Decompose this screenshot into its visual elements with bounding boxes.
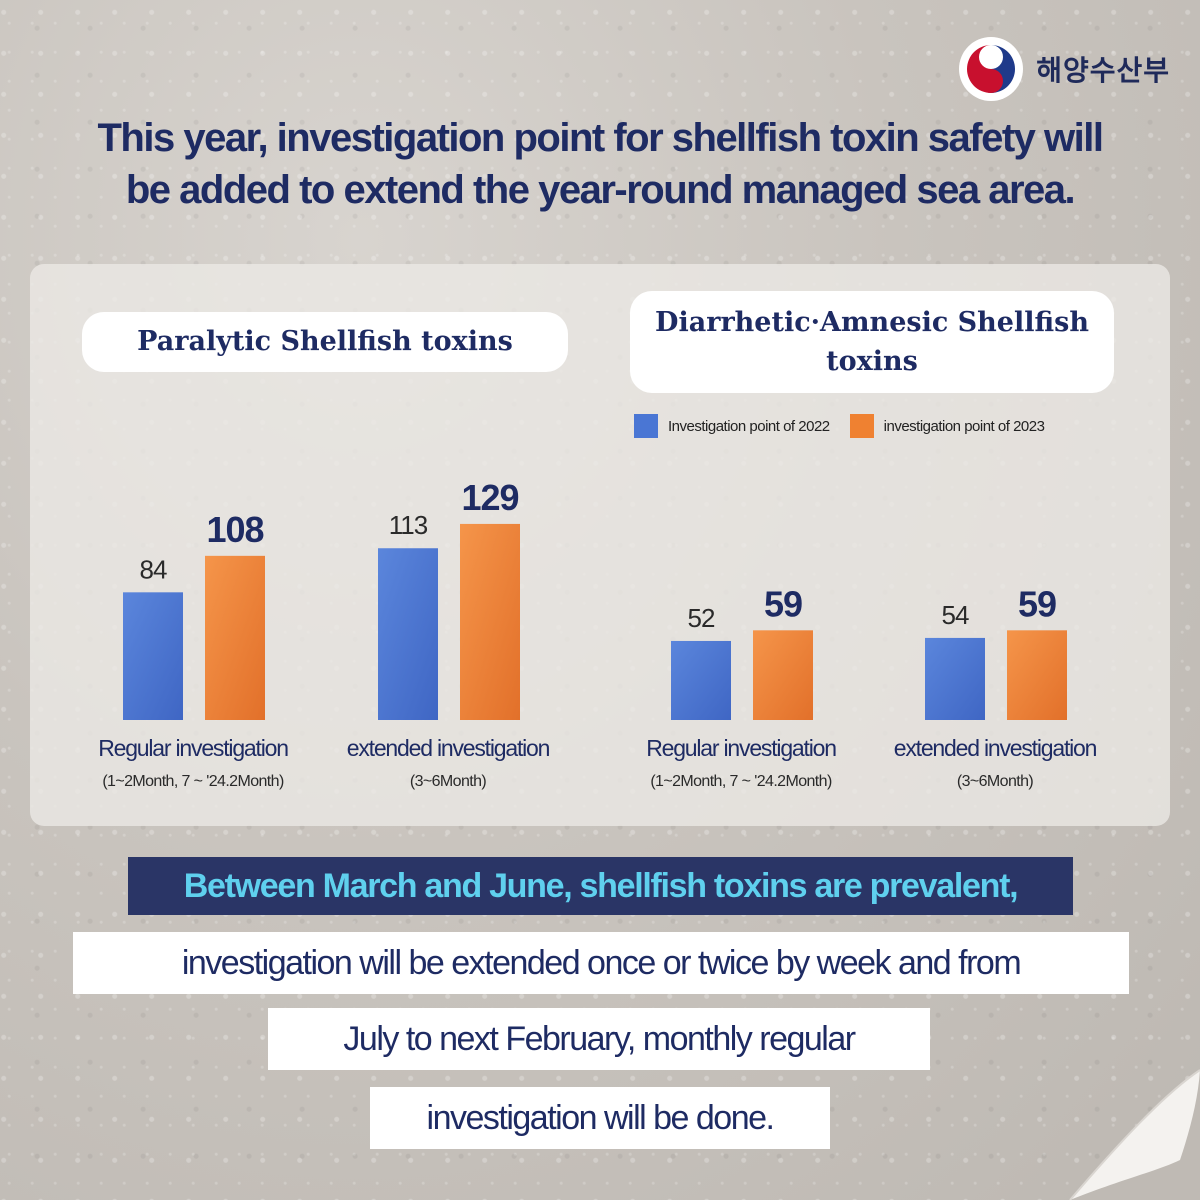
chart-title-paralytic: Paralytic Shellfish toxins <box>82 312 568 372</box>
page-curl-decoration <box>1069 1069 1200 1200</box>
bar-value-label: 59 <box>1018 583 1056 624</box>
legend-swatch-2023 <box>849 414 874 438</box>
chart-title-diarrhetic: Diarrhetic·Amnesic Shellfish toxins <box>630 291 1114 393</box>
bar-2023 <box>1007 630 1067 720</box>
highlight-callout: Between March and June, shellfish toxins… <box>128 857 1073 915</box>
legend-label-2022: Investigation point of 2022 <box>668 417 830 435</box>
chart-title-line-1: Diarrhetic·Amnesic Shellfish <box>655 306 1089 338</box>
chart-legend: Investigation point of 2022 investigatio… <box>634 414 1064 438</box>
page-headline: This year, investigation point for shell… <box>0 112 1200 216</box>
ministry-name: 해양수산부 <box>1036 55 1170 86</box>
bar-2023 <box>205 555 265 720</box>
bar-2022 <box>123 592 183 720</box>
bar-value-label: 108 <box>206 509 263 550</box>
chart-title-line-2: toxins <box>826 346 918 377</box>
legend-label-2023: investigation point of 2023 <box>883 417 1045 435</box>
ministry-logo: 해양수산부 <box>958 36 1170 102</box>
legend-item-2023: investigation point of 2023 <box>849 414 1045 438</box>
callout-line-1: investigation will be extended once or t… <box>73 932 1129 994</box>
bar-value-label: 129 <box>461 477 518 518</box>
bar-2023 <box>460 523 520 720</box>
taegeuk-emblem-icon <box>959 37 1024 101</box>
category-sublabel: (1~2Month, 7 ~ '24.2Month) <box>102 773 284 790</box>
bar-value-label: 59 <box>764 583 802 624</box>
callout-line-2: July to next February, monthly regular <box>268 1008 930 1070</box>
category-label: extended investigation <box>347 735 550 761</box>
bar-value-label: 54 <box>942 600 969 630</box>
category-sublabel: (3~6Month) <box>410 773 487 790</box>
category-label: Regular investigation <box>646 735 836 761</box>
bar-2022 <box>671 640 731 720</box>
bar-2022 <box>378 548 438 720</box>
bar-value-label: 52 <box>688 603 715 633</box>
callout-line-3: investigation will be done. <box>370 1087 830 1149</box>
category-label: extended investigation <box>894 735 1097 761</box>
bar-value-label: 84 <box>140 554 167 584</box>
category-sublabel: (1~2Month, 7 ~ '24.2Month) <box>650 773 832 790</box>
legend-item-2022: Investigation point of 2022 <box>634 414 830 438</box>
bar-2022 <box>925 637 985 720</box>
category-sublabel: (3~6Month) <box>957 773 1034 790</box>
category-label: Regular investigation <box>98 735 288 761</box>
bar-value-label: 113 <box>389 510 428 540</box>
legend-swatch-2022 <box>634 414 658 438</box>
headline-line-2: be added to extend the year-round manage… <box>125 168 1076 212</box>
chart-title-text: Paralytic Shellfish toxins <box>137 326 513 358</box>
headline-line-1: This year, investigation point for shell… <box>97 116 1105 160</box>
bar-2023 <box>753 630 813 720</box>
